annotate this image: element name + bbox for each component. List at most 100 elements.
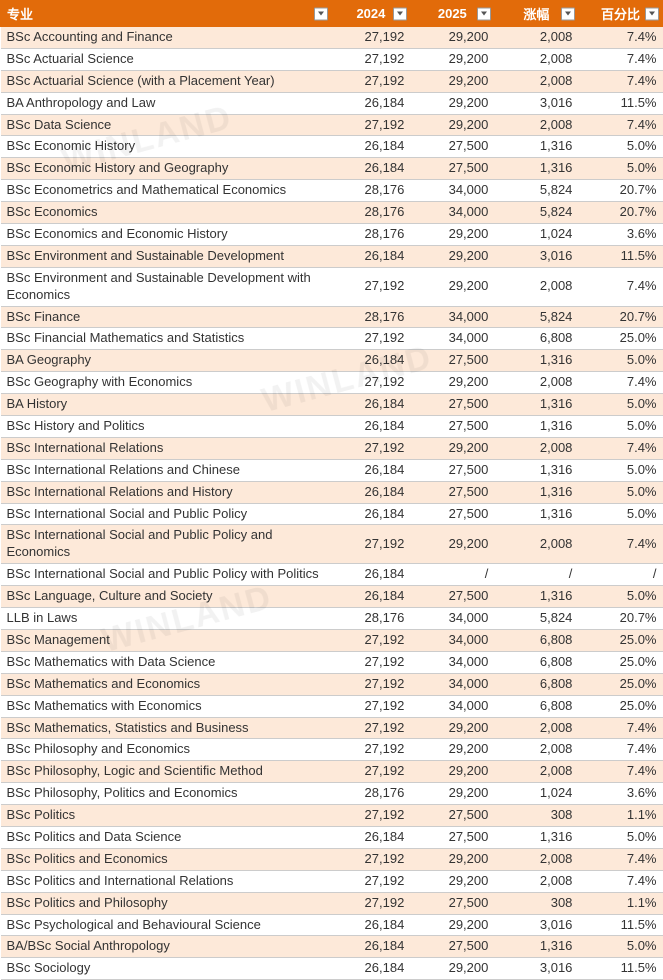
cell-diff: 2,008 [494,717,578,739]
cell-pct: 7.4% [578,761,662,783]
table-row: BSc Mathematics, Statistics and Business… [1,717,663,739]
cell-2024: 27,192 [332,739,411,761]
cell-diff: 6,808 [494,629,578,651]
cell-2024: 27,192 [332,805,411,827]
cell-diff: 308 [494,805,578,827]
table-row: BSc Environment and Sustainable Developm… [1,267,663,306]
cell-2025: 34,000 [410,695,494,717]
table-row: BSc International Social and Public Poli… [1,564,663,586]
filter-dropdown-icon[interactable] [393,7,407,20]
cell-2024: 27,192 [332,267,411,306]
cell-diff: 1,024 [494,783,578,805]
cell-2024: 27,192 [332,48,411,70]
cell-diff: 2,008 [494,870,578,892]
cell-diff: 5,824 [494,180,578,202]
cell-diff: 2,008 [494,437,578,459]
cell-major: BSc Politics [1,805,332,827]
cell-major: BSc Economic History [1,136,332,158]
cell-2025: 34,000 [410,608,494,630]
filter-dropdown-icon[interactable] [477,7,491,20]
col-header-diff[interactable]: 涨幅 [494,1,578,27]
cell-2025: 27,500 [410,586,494,608]
filter-dropdown-icon[interactable] [561,7,575,20]
cell-2024: 27,192 [332,629,411,651]
cell-diff: 1,316 [494,826,578,848]
cell-2024: 28,176 [332,783,411,805]
cell-diff: 2,008 [494,48,578,70]
table-row: BSc Finance28,17634,0005,82420.7% [1,306,663,328]
table-row: BSc Philosophy, Politics and Economics28… [1,783,663,805]
cell-diff: 2,008 [494,70,578,92]
cell-diff: 1,316 [494,481,578,503]
table-row: BA History26,18427,5001,3165.0% [1,394,663,416]
table-row: BA/BSc Social Anthropology26,18427,5001,… [1,936,663,958]
cell-diff: 3,016 [494,958,578,980]
col-header-2025[interactable]: 2025 [410,1,494,27]
cell-2025: 34,000 [410,180,494,202]
col-header-2024[interactable]: 2024 [332,1,411,27]
cell-2025: 34,000 [410,202,494,224]
cell-major: BSc Financial Mathematics and Statistics [1,328,332,350]
cell-diff: 1,316 [494,503,578,525]
cell-2025: 29,200 [410,914,494,936]
table-row: BSc International Social and Public Poli… [1,503,663,525]
col-header-major[interactable]: 专业 [1,1,332,27]
cell-2025: 29,200 [410,114,494,136]
cell-pct: 7.4% [578,27,662,49]
table-row: BSc Economic History and Geography26,184… [1,158,663,180]
cell-2025: 34,000 [410,673,494,695]
cell-pct: 11.5% [578,958,662,980]
table-row: BSc Politics27,19227,5003081.1% [1,805,663,827]
cell-major: BSc International Social and Public Poli… [1,564,332,586]
col-header-2024-label: 2024 [356,6,385,21]
cell-2024: 26,184 [332,503,411,525]
table-row: BSc Environment and Sustainable Developm… [1,245,663,267]
cell-diff: 2,008 [494,114,578,136]
cell-2025: 29,200 [410,267,494,306]
cell-major: BSc Politics and Data Science [1,826,332,848]
cell-major: BA History [1,394,332,416]
cell-diff: 308 [494,892,578,914]
cell-2024: 27,192 [332,328,411,350]
cell-diff: 1,316 [494,936,578,958]
table-row: BSc Financial Mathematics and Statistics… [1,328,663,350]
cell-major: BSc History and Politics [1,416,332,438]
cell-major: LLB in Laws [1,608,332,630]
cell-2025: 29,200 [410,958,494,980]
col-header-pct[interactable]: 百分比 [578,1,662,27]
cell-2025: 29,200 [410,739,494,761]
cell-major: BSc Language, Culture and Society [1,586,332,608]
cell-major: BSc Management [1,629,332,651]
fees-table: 专业 2024 2025 涨幅 百分比 BSc Accounting and F… [0,0,663,980]
cell-2024: 28,176 [332,224,411,246]
table-row: BSc Geography with Economics27,19229,200… [1,372,663,394]
table-row: BSc Psychological and Behavioural Scienc… [1,914,663,936]
cell-pct: 5.0% [578,586,662,608]
cell-pct: 7.4% [578,717,662,739]
cell-2025: 27,500 [410,892,494,914]
cell-2024: 27,192 [332,27,411,49]
table-row: BSc Econometrics and Mathematical Econom… [1,180,663,202]
cell-diff: 1,316 [494,394,578,416]
filter-dropdown-icon[interactable] [645,7,659,20]
cell-pct: 11.5% [578,92,662,114]
cell-pct: 5.0% [578,826,662,848]
cell-pct: 7.4% [578,70,662,92]
table-row: BSc Economics28,17634,0005,82420.7% [1,202,663,224]
cell-diff: 6,808 [494,695,578,717]
cell-diff: 1,316 [494,586,578,608]
cell-major: BSc Mathematics with Economics [1,695,332,717]
cell-2024: 28,176 [332,180,411,202]
cell-pct: 5.0% [578,481,662,503]
cell-2025: 29,200 [410,224,494,246]
cell-major: BSc Philosophy and Economics [1,739,332,761]
cell-pct: 25.0% [578,673,662,695]
cell-2025: 27,500 [410,416,494,438]
filter-dropdown-icon[interactable] [314,7,328,20]
cell-pct: 20.7% [578,202,662,224]
cell-major: BSc Mathematics with Data Science [1,651,332,673]
cell-2024: 26,184 [332,481,411,503]
table-row: BSc Politics and Philosophy27,19227,5003… [1,892,663,914]
cell-major: BSc Data Science [1,114,332,136]
cell-2025: 34,000 [410,306,494,328]
